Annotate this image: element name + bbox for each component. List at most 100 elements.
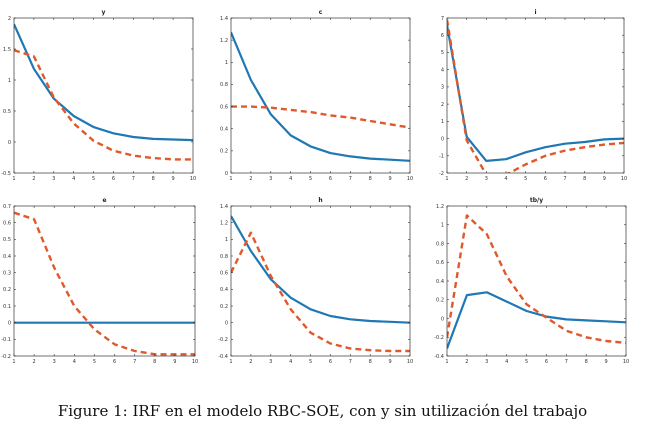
y-tick-label: -0.2 xyxy=(1,354,11,360)
x-tick-label: 5 xyxy=(92,176,95,182)
x-tick-label: 9 xyxy=(173,359,176,365)
y-tick-label: 7 xyxy=(441,16,444,22)
y-tick-label: 0.5 xyxy=(3,237,11,243)
x-tick-label: 2 xyxy=(465,176,468,182)
y-tick-label: 4 xyxy=(441,67,444,73)
x-tick-label: 8 xyxy=(585,359,588,365)
series-line-solid xyxy=(231,215,410,324)
x-tick-label: 8 xyxy=(583,176,586,182)
y-tick-label: 0.2 xyxy=(436,298,444,304)
x-tick-label: 1 xyxy=(12,359,15,365)
series-line-dashed xyxy=(231,105,410,129)
y-tick-label: -0.4 xyxy=(218,354,228,360)
x-tick-label: 10 xyxy=(407,359,413,365)
y-tick-label: 0.6 xyxy=(436,260,444,266)
y-tick-label: 0.8 xyxy=(220,254,228,260)
plot-frame xyxy=(13,205,196,357)
y-tick-label: 2 xyxy=(441,102,444,108)
series-line-dashed xyxy=(447,214,626,345)
x-tick-label: 4 xyxy=(289,359,292,365)
series-line-dashed xyxy=(14,49,193,161)
x-tick-label: 9 xyxy=(605,359,608,365)
x-tick-label: 4 xyxy=(73,359,76,365)
y-tick-label: -0.5 xyxy=(1,171,11,177)
x-tick-label: 4 xyxy=(289,176,292,182)
x-tick-label: 2 xyxy=(465,359,468,365)
irf-panel-2: c 0 0.2 0.4 0.6 0.8 1 1.2 1.4 1 2 3 4 5 6 7 8 9 10 xyxy=(220,9,413,182)
irf-panel-3: i -2 -1 0 1 2 3 4 5 6 7 1 2 3 4 5 6 7 8 9 10 xyxy=(439,9,627,182)
x-tick-label: 2 xyxy=(32,176,35,182)
x-tick-label: 4 xyxy=(504,176,507,182)
plot-frame xyxy=(230,205,411,357)
x-tick-label: 3 xyxy=(269,359,272,365)
y-tick-label: 0 xyxy=(8,140,11,146)
series-line-solid xyxy=(231,31,410,162)
y-tick-label: 0.4 xyxy=(220,287,228,293)
x-tick-label: 1 xyxy=(445,176,448,182)
x-tick-label: 10 xyxy=(407,176,413,182)
y-tick-label: 0.4 xyxy=(220,127,228,133)
x-tick-label: 6 xyxy=(112,176,115,182)
y-tick-label: 0 xyxy=(441,136,444,142)
panel-title: i xyxy=(534,9,536,16)
y-tick-label: 1.2 xyxy=(220,38,228,44)
x-tick-label: 9 xyxy=(603,176,606,182)
series-line-dashed xyxy=(231,231,410,353)
y-tick-label: 5 xyxy=(441,50,444,56)
y-tick-label: 1.2 xyxy=(436,204,444,210)
x-tick-label: 9 xyxy=(389,176,392,182)
plot-frame xyxy=(230,17,411,174)
irf-panel-6: tb/y -0.4 -0.2 0 0.2 0.4 0.6 0.8 1 1.2 1 2 3 4 5 6 7 8 9 10 xyxy=(434,197,629,365)
x-tick-label: 3 xyxy=(269,176,272,182)
x-tick-label: 10 xyxy=(623,359,629,365)
y-tick-label: -0.1 xyxy=(1,337,11,343)
y-tick-label: 1 xyxy=(8,78,11,84)
y-tick-label: -1 xyxy=(439,154,444,160)
panel-title: c xyxy=(319,9,323,16)
series-line-dashed xyxy=(447,19,624,173)
series-line-dashed xyxy=(14,211,195,356)
y-tick-label: -2 xyxy=(439,171,444,177)
x-tick-label: 8 xyxy=(153,359,156,365)
y-tick-label: 2 xyxy=(8,16,11,22)
y-tick-label: -0.2 xyxy=(434,335,444,341)
x-tick-label: 5 xyxy=(524,176,527,182)
y-tick-label: 0.4 xyxy=(3,254,11,260)
y-tick-label: 0.7 xyxy=(3,204,11,210)
y-tick-label: 0.2 xyxy=(3,287,11,293)
x-tick-label: 8 xyxy=(152,176,155,182)
x-tick-label: 10 xyxy=(192,359,198,365)
x-tick-label: 1 xyxy=(229,359,232,365)
y-tick-label: 0.6 xyxy=(3,220,11,226)
x-tick-label: 3 xyxy=(485,359,488,365)
y-tick-label: 1.4 xyxy=(220,204,228,210)
panel-title: y xyxy=(102,9,106,16)
y-tick-label: 1 xyxy=(441,223,444,229)
irf-panel-5: h -0.4 -0.2 0 0.2 0.4 0.6 0.8 1 1.2 1.4 1 2 3 4 5 6 7 8 9 10 xyxy=(218,197,413,365)
y-tick-label: 0.8 xyxy=(436,241,444,247)
y-tick-label: 1 xyxy=(225,237,228,243)
x-tick-label: 1 xyxy=(445,359,448,365)
y-tick-label: 0.8 xyxy=(220,82,228,88)
irf-panel-1: y -0.5 0 0.5 1 1.5 2 1 2 3 4 5 6 7 8 9 10 xyxy=(1,9,196,182)
y-tick-label: 0 xyxy=(8,320,11,326)
y-tick-label: 1 xyxy=(225,60,228,66)
y-tick-label: 0.2 xyxy=(220,304,228,310)
y-tick-label: 0.6 xyxy=(220,104,228,110)
figure-caption: Figure 1: IRF en el modelo RBC-SOE, con … xyxy=(57,402,588,420)
x-tick-label: 3 xyxy=(52,176,55,182)
y-tick-label: 1.2 xyxy=(220,220,228,226)
y-tick-label: 3 xyxy=(441,85,444,91)
panel-title: tb/y xyxy=(530,197,543,204)
x-tick-label: 7 xyxy=(349,176,352,182)
x-tick-label: 7 xyxy=(565,359,568,365)
x-tick-label: 2 xyxy=(249,176,252,182)
panel-title: h xyxy=(318,197,322,204)
y-tick-label: 0.5 xyxy=(3,109,11,115)
y-tick-label: 1.5 xyxy=(3,47,11,53)
x-tick-label: 7 xyxy=(349,359,352,365)
x-tick-label: 5 xyxy=(525,359,528,365)
x-tick-label: 7 xyxy=(132,176,135,182)
x-tick-label: 4 xyxy=(505,359,508,365)
